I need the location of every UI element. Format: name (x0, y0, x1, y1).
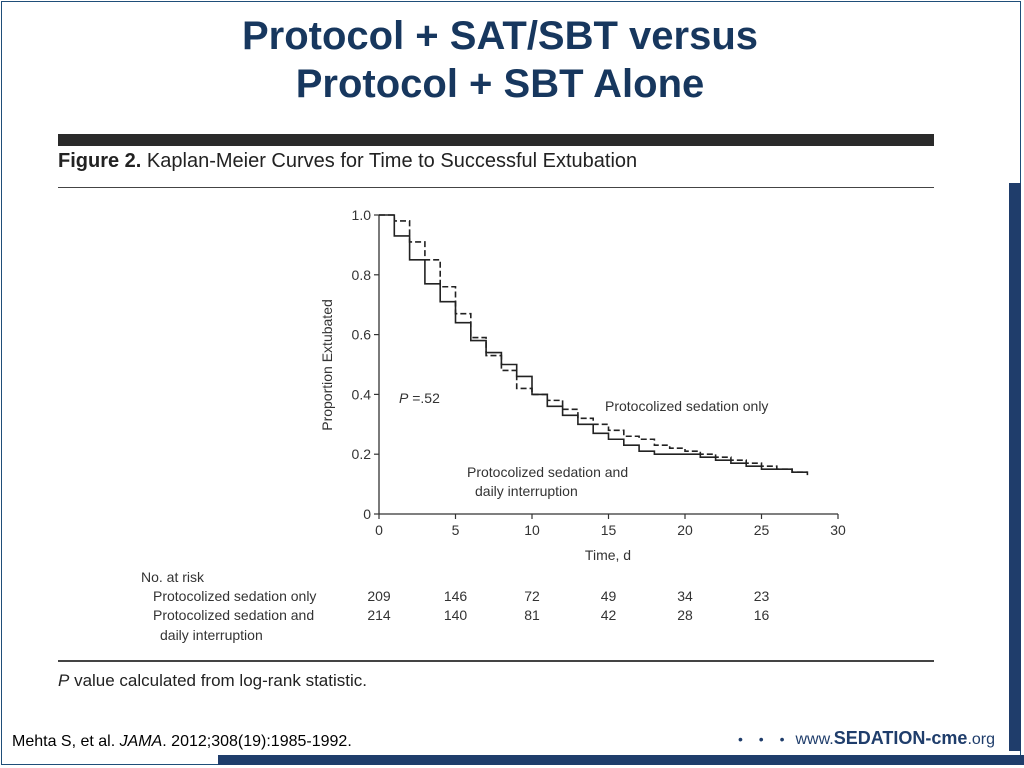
at-risk-row-label-sedation-only: Protocolized sedation only (153, 588, 316, 604)
at-risk-value: 23 (754, 588, 770, 604)
x-tick-label: 30 (830, 522, 846, 538)
citation-details: . 2012;308(19):1985-1992. (162, 733, 352, 750)
slide-title-line1: Protocol + SAT/SBT versus (241, 14, 759, 58)
at-risk-table: No. at risk Protocolized sedation only P… (141, 569, 769, 643)
figure-caption-text: Kaplan-Meier Curves for Time to Successf… (141, 150, 638, 172)
y-axis-label: Proportion Extubated (319, 299, 335, 431)
chart-ticks: 0 5 10 15 20 25 30 0 0.2 0.4 0.6 0.8 1.0 (352, 207, 846, 538)
slide-title-line2: Protocol + SBT Alone (295, 62, 705, 106)
y-tick-label: 0.4 (352, 386, 372, 402)
x-axis-label: Time, d (585, 547, 631, 563)
figure-top-bar (58, 134, 934, 146)
at-risk-row-label-daily-interruption-line2: daily interruption (160, 627, 263, 643)
x-tick-label: 15 (601, 522, 617, 538)
at-risk-value: 34 (677, 588, 693, 604)
brand-dots: • • • (738, 731, 791, 747)
at-risk-value: 214 (367, 607, 391, 623)
figure-footnote: P value calculated from log-rank statist… (58, 671, 367, 691)
at-risk-values: 209 146 72 49 34 23 214 140 81 42 28 16 (367, 588, 769, 623)
citation-authors: Mehta S, et al. (12, 733, 120, 750)
at-risk-header: No. at risk (141, 569, 205, 585)
p-value-annotation: P =.52 (399, 390, 440, 406)
brand-www: www. (795, 731, 834, 748)
at-risk-value: 140 (444, 607, 468, 623)
y-tick-label: 0.8 (352, 267, 372, 283)
brand-logo: • • • www.SEDATION-cme.org (738, 728, 995, 749)
at-risk-row-label-daily-interruption-line1: Protocolized sedation and (153, 607, 314, 623)
slide-title: Protocol + SAT/SBT versus Protocol + SBT… (100, 12, 900, 108)
figure-rule-top (58, 187, 934, 188)
at-risk-value: 42 (601, 607, 617, 623)
x-tick-label: 10 (524, 522, 540, 538)
at-risk-value: 72 (524, 588, 540, 604)
chart-curves (379, 214, 809, 476)
citation: Mehta S, et al. JAMA. 2012;308(19):1985-… (12, 733, 352, 751)
figure-label: Figure 2. (58, 150, 142, 172)
y-tick-label: 0 (363, 506, 371, 522)
footnote-p: P (58, 671, 70, 690)
x-tick-label: 0 (375, 522, 383, 538)
y-tick-label: 0.6 (352, 327, 372, 343)
p-value-number: =.52 (412, 390, 440, 406)
y-tick-label: 0.2 (352, 446, 372, 462)
series-curve-daily-interruption (379, 214, 809, 476)
series-label-daily-interruption-line2: daily interruption (475, 483, 578, 499)
at-risk-value: 16 (754, 607, 770, 623)
series-label-sedation-only: Protocolized sedation only (605, 398, 768, 414)
at-risk-value: 28 (677, 607, 693, 623)
at-risk-value: 209 (367, 588, 391, 604)
figure-caption: Figure 2. Kaplan-Meier Curves for Time t… (58, 150, 637, 173)
x-tick-label: 20 (677, 522, 693, 538)
brand-name: SEDATION-cme (833, 728, 968, 748)
at-risk-value: 49 (601, 588, 617, 604)
at-risk-value: 81 (524, 607, 540, 623)
y-tick-label: 1.0 (352, 207, 372, 223)
p-value-label: P (399, 390, 409, 406)
accent-bar-right (1009, 183, 1021, 751)
at-risk-value: 146 (444, 588, 468, 604)
x-tick-label: 25 (754, 522, 770, 538)
citation-journal: JAMA (119, 733, 163, 750)
brand-tld: .org (967, 731, 996, 748)
x-tick-label: 5 (452, 522, 460, 538)
accent-bar-bottom (218, 755, 1024, 765)
footnote-text: value calculated from log-rank statistic… (69, 671, 367, 690)
figure-rule-bottom (58, 660, 934, 662)
series-label-daily-interruption-line1: Protocolized sedation and (467, 464, 628, 480)
